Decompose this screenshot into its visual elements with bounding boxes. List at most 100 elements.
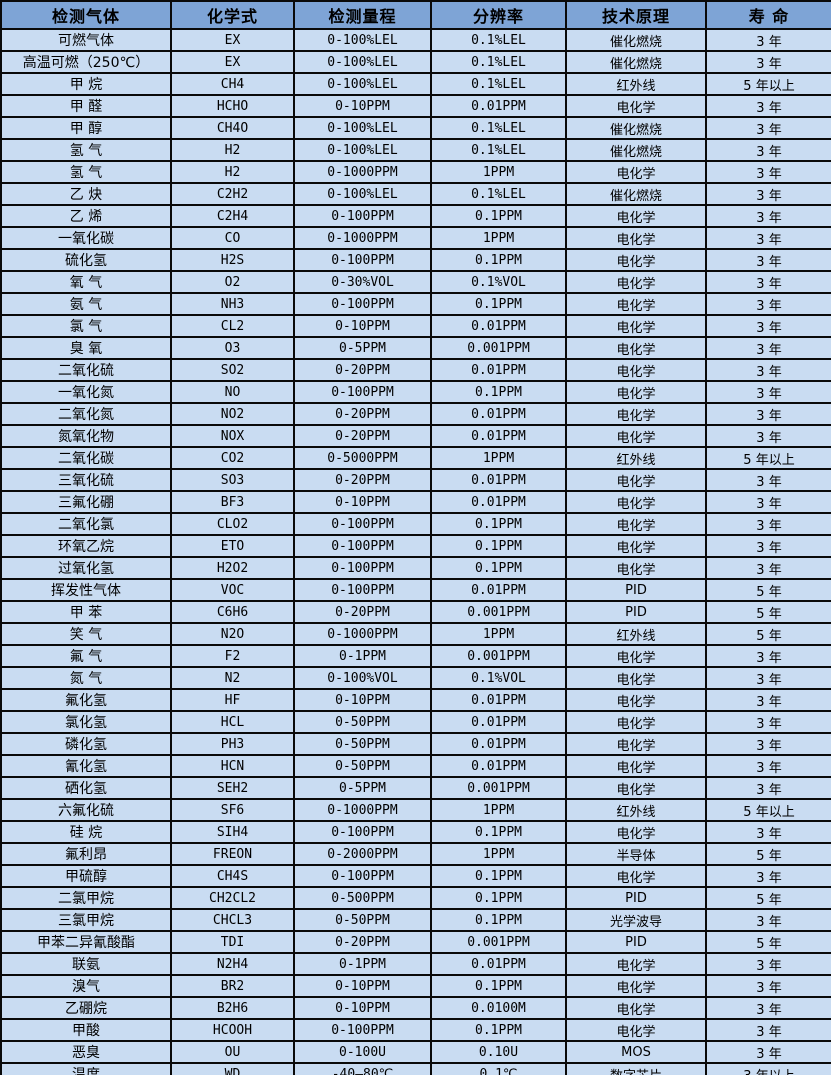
- cell-resolution: 0.001PPM: [430, 930, 567, 954]
- cell-formula: EX: [170, 28, 295, 52]
- cell-range: 0-10PPM: [293, 490, 432, 514]
- cell-gas: 二氯甲烷: [0, 886, 172, 910]
- cell-lifespan: 3 年: [705, 468, 831, 492]
- table-row: 三氧化硫 SO3 0-20PPM 0.01PPM 电化学 3 年: [0, 468, 831, 492]
- col-header-lifespan: 寿 命: [705, 0, 831, 30]
- cell-gas: 氨 气: [0, 292, 172, 316]
- cell-principle: 电化学: [565, 424, 707, 448]
- cell-resolution: 0.1PPM: [430, 556, 567, 580]
- table-row: 氢 气 H2 0-1000PPM 1PPM 电化学 3 年: [0, 160, 831, 184]
- cell-gas: 氮 气: [0, 666, 172, 690]
- cell-gas: 甲苯二异氰酸酯: [0, 930, 172, 954]
- cell-formula: EX: [170, 50, 295, 74]
- cell-resolution: 0.1PPM: [430, 534, 567, 558]
- table-row: 联氨 N2H4 0-1PPM 0.01PPM 电化学 3 年: [0, 952, 831, 976]
- cell-range: 0-100PPM: [293, 204, 432, 228]
- cell-lifespan: 3 年: [705, 248, 831, 272]
- cell-lifespan: 3 年: [705, 908, 831, 932]
- cell-resolution: 0.001PPM: [430, 600, 567, 624]
- table-row: 恶臭 OU 0-100U 0.10U MOS 3 年: [0, 1040, 831, 1064]
- table-row: 乙 炔 C2H2 0-100%LEL 0.1%LEL 催化燃烧 3 年: [0, 182, 831, 206]
- cell-lifespan: 3 年: [705, 952, 831, 976]
- table-row: 氧 气 O2 0-30%VOL 0.1%VOL 电化学 3 年: [0, 270, 831, 294]
- cell-range: 0-10PPM: [293, 996, 432, 1020]
- table-row: 氯化氢 HCL 0-50PPM 0.01PPM 电化学 3 年: [0, 710, 831, 734]
- cell-resolution: 1PPM: [430, 160, 567, 184]
- cell-gas: 氯 气: [0, 314, 172, 338]
- cell-resolution: 0.01PPM: [430, 688, 567, 712]
- table-row: 氰化氢 HCN 0-50PPM 0.01PPM 电化学 3 年: [0, 754, 831, 778]
- cell-principle: 电化学: [565, 358, 707, 382]
- cell-range: 0-20PPM: [293, 468, 432, 492]
- cell-principle: 电化学: [565, 776, 707, 800]
- cell-gas: 联氨: [0, 952, 172, 976]
- cell-gas: 恶臭: [0, 1040, 172, 1064]
- cell-formula: HCN: [170, 754, 295, 778]
- cell-range: 0-100PPM: [293, 248, 432, 272]
- cell-resolution: 1PPM: [430, 798, 567, 822]
- cell-resolution: 0.10U: [430, 1040, 567, 1064]
- table-row: 环氧乙烷 ETO 0-100PPM 0.1PPM 电化学 3 年: [0, 534, 831, 558]
- cell-range: 0-20PPM: [293, 930, 432, 954]
- cell-formula: CH2CL2: [170, 886, 295, 910]
- cell-lifespan: 3 年: [705, 270, 831, 294]
- cell-range: 0-10PPM: [293, 314, 432, 338]
- cell-principle: 电化学: [565, 204, 707, 228]
- cell-formula: NOX: [170, 424, 295, 448]
- cell-formula: ETO: [170, 534, 295, 558]
- col-header-gas: 检测气体: [0, 0, 172, 30]
- cell-lifespan: 3 年: [705, 50, 831, 74]
- cell-principle: 电化学: [565, 94, 707, 118]
- cell-lifespan: 3 年: [705, 314, 831, 338]
- table-row: 甲 醛 HCHO 0-10PPM 0.01PPM 电化学 3 年: [0, 94, 831, 118]
- table-row: 过氧化氢 H2O2 0-100PPM 0.1PPM 电化学 3 年: [0, 556, 831, 580]
- cell-resolution: 0.01PPM: [430, 490, 567, 514]
- cell-range: 0-100PPM: [293, 578, 432, 602]
- cell-principle: 电化学: [565, 292, 707, 316]
- cell-formula: SIH4: [170, 820, 295, 844]
- cell-gas: 二氧化氯: [0, 512, 172, 536]
- cell-range: 0-1PPM: [293, 952, 432, 976]
- cell-formula: HCOOH: [170, 1018, 295, 1042]
- cell-lifespan: 5 年: [705, 842, 831, 866]
- cell-principle: 电化学: [565, 226, 707, 250]
- table-row: 臭 氧 O3 0-5PPM 0.001PPM 电化学 3 年: [0, 336, 831, 360]
- cell-principle: 电化学: [565, 996, 707, 1020]
- cell-gas: 甲 醛: [0, 94, 172, 118]
- cell-range: 0-100%LEL: [293, 50, 432, 74]
- table-row: 一氧化氮 NO 0-100PPM 0.1PPM 电化学 3 年: [0, 380, 831, 404]
- cell-range: 0-100PPM: [293, 380, 432, 404]
- cell-principle: PID: [565, 600, 707, 624]
- cell-formula: CO2: [170, 446, 295, 470]
- cell-lifespan: 5 年以上: [705, 72, 831, 96]
- table-row: 二氯甲烷 CH2CL2 0-500PPM 0.1PPM PID 5 年: [0, 886, 831, 910]
- cell-range: 0-1PPM: [293, 644, 432, 668]
- cell-resolution: 0.01PPM: [430, 358, 567, 382]
- cell-range: 0-100PPM: [293, 512, 432, 536]
- cell-lifespan: 3 年以上: [705, 1062, 831, 1075]
- cell-formula: NH3: [170, 292, 295, 316]
- cell-gas: 三氟化硼: [0, 490, 172, 514]
- cell-principle: 红外线: [565, 72, 707, 96]
- cell-range: 0-100%LEL: [293, 28, 432, 52]
- table-row: 氮氧化物 NOX 0-20PPM 0.01PPM 电化学 3 年: [0, 424, 831, 448]
- col-header-range: 检测量程: [293, 0, 432, 30]
- cell-principle: 电化学: [565, 820, 707, 844]
- cell-formula: CO: [170, 226, 295, 250]
- cell-gas: 甲硫醇: [0, 864, 172, 888]
- table-row: 氢 气 H2 0-100%LEL 0.1%LEL 催化燃烧 3 年: [0, 138, 831, 162]
- cell-gas: 温度: [0, 1062, 172, 1075]
- cell-lifespan: 3 年: [705, 160, 831, 184]
- col-header-principle: 技术原理: [565, 0, 707, 30]
- cell-lifespan: 5 年: [705, 886, 831, 910]
- table-row: 甲酸 HCOOH 0-100PPM 0.1PPM 电化学 3 年: [0, 1018, 831, 1042]
- cell-gas: 二氧化氮: [0, 402, 172, 426]
- cell-lifespan: 3 年: [705, 974, 831, 998]
- cell-range: 0-100PPM: [293, 1018, 432, 1042]
- cell-resolution: 0.1%LEL: [430, 182, 567, 206]
- table-row: 高温可燃（250℃） EX 0-100%LEL 0.1%LEL 催化燃烧 3 年: [0, 50, 831, 74]
- cell-formula: C2H2: [170, 182, 295, 206]
- cell-range: 0-100%LEL: [293, 72, 432, 96]
- cell-formula: F2: [170, 644, 295, 668]
- cell-formula: CH4O: [170, 116, 295, 140]
